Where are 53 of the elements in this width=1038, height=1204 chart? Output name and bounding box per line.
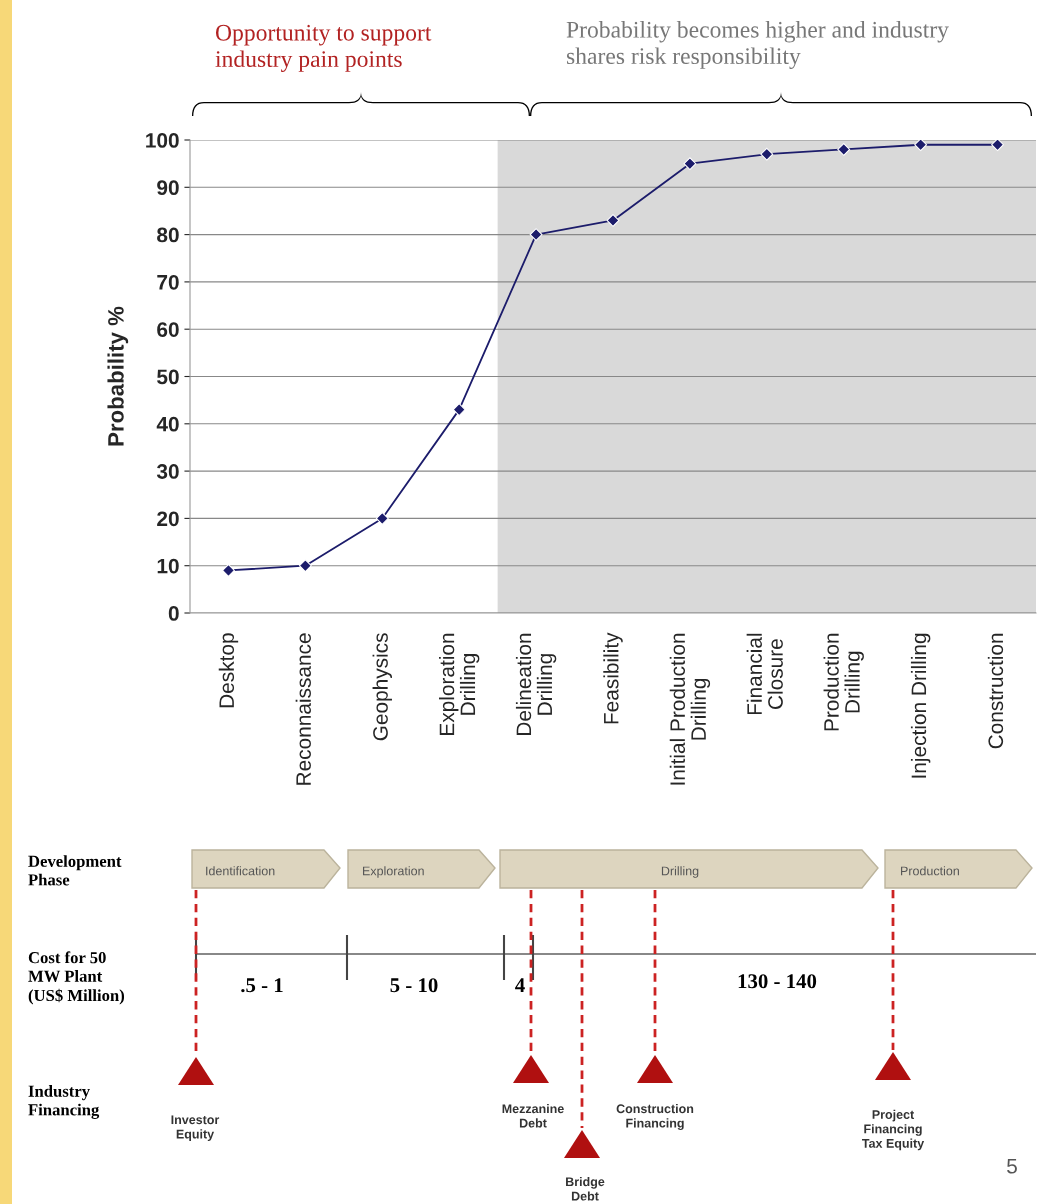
text: Construction Financing — [616, 1103, 694, 1131]
y-tick-label: 60 — [157, 322, 179, 337]
y-tick-label: 30 — [156, 464, 179, 479]
x-tick-label: Initial Production Drilling — [669, 633, 711, 785]
text: Project Financing Tax Equity — [862, 1109, 925, 1151]
y-axis-title: Probability % — [107, 306, 129, 446]
text: Opportunity to support industry pain points — [215, 24, 432, 72]
y-tick-label: 0 — [168, 606, 179, 621]
y-tick-label: 20 — [157, 511, 179, 527]
y-tick-label: 90 — [157, 180, 179, 196]
x-tick-label: Feasibility — [603, 632, 623, 724]
text: 4 — [515, 978, 525, 993]
x-tick-label: Desktop — [218, 633, 239, 708]
point — [914, 140, 928, 152]
y-tick-label: 100 — [146, 133, 179, 148]
y-tick-label: 80 — [157, 227, 179, 243]
text: 130 - 140 — [738, 974, 817, 989]
point — [760, 147, 774, 161]
x-tick-label: Reconnaissance — [295, 633, 311, 785]
point — [375, 511, 389, 525]
point — [452, 403, 466, 417]
x-tick-label: Construction — [987, 633, 1004, 749]
text: 5 - 10 — [390, 978, 438, 993]
text: Drilling — [661, 866, 699, 878]
text: Exploration — [363, 866, 424, 878]
point — [837, 143, 851, 156]
point — [529, 228, 543, 242]
y-tick-label: 10 — [157, 558, 179, 574]
point — [683, 157, 697, 171]
x-tick-label: Financial Closure — [746, 633, 783, 715]
text: Identification — [206, 866, 275, 876]
text: Development Phase — [28, 855, 122, 886]
x-tick-label: Geophysics — [372, 633, 392, 741]
text: 5 — [1007, 1159, 1017, 1174]
text: Production — [901, 866, 959, 876]
x-tick-label: Injection Drilling — [910, 633, 931, 778]
text: Probability becomes higher and industry shares risk responsibility — [566, 21, 949, 69]
text: Cost for 50 MW Plant (US$ Million) — [28, 951, 125, 1005]
text: .5 - 1 — [241, 978, 283, 993]
y-tick-label: 50 — [157, 369, 179, 385]
y-tick-label: 70 — [157, 274, 179, 290]
text: Investor Equity — [171, 1115, 220, 1142]
text: Mezzanine Debt — [502, 1103, 564, 1128]
point — [991, 140, 1004, 152]
point — [606, 214, 620, 227]
x-tick-label: Exploration Drilling — [439, 633, 480, 735]
y-tick-label: 40 — [156, 416, 179, 432]
x-tick-label: Production Drilling — [823, 633, 864, 731]
point — [298, 559, 312, 573]
point — [222, 564, 235, 577]
text: Industry Financing — [28, 1085, 100, 1119]
x-tick-label: Delineation Drilling — [515, 633, 557, 735]
text: Bridge Debt — [566, 1176, 605, 1201]
